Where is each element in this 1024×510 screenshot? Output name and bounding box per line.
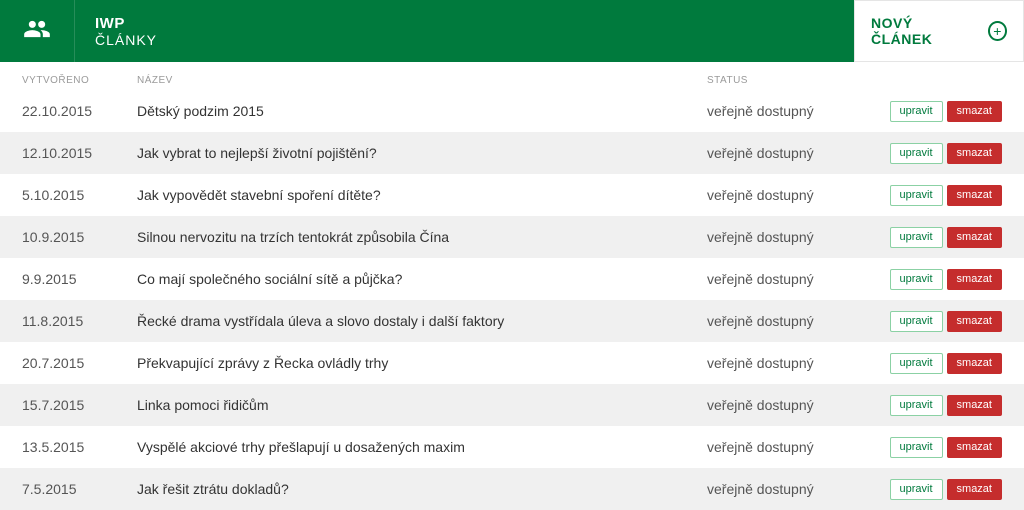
table-row: 10.9.2015Silnou nervozitu na trzích tent… — [0, 216, 1024, 258]
table-row: 20.7.2015Překvapující zprávy z Řecka ovl… — [0, 342, 1024, 384]
cell-title: Silnou nervozitu na trzích tentokrát způ… — [137, 229, 707, 245]
cell-date: 20.7.2015 — [22, 355, 137, 371]
header-title-box: IWP ČLÁNKY — [75, 0, 854, 62]
cell-actions: upravitsmazat — [872, 479, 1002, 500]
cell-date: 5.10.2015 — [22, 187, 137, 203]
cell-status: veřejně dostupný — [707, 103, 872, 119]
delete-button[interactable]: smazat — [947, 269, 1002, 290]
cell-title: Překvapující zprávy z Řecka ovládly trhy — [137, 355, 707, 371]
delete-button[interactable]: smazat — [947, 311, 1002, 332]
cell-date: 12.10.2015 — [22, 145, 137, 161]
edit-button[interactable]: upravit — [890, 311, 943, 332]
cell-date: 10.9.2015 — [22, 229, 137, 245]
cell-title: Řecké drama vystřídala úleva a slovo dos… — [137, 313, 707, 329]
edit-button[interactable]: upravit — [890, 353, 943, 374]
delete-button[interactable]: smazat — [947, 353, 1002, 374]
cell-actions: upravitsmazat — [872, 353, 1002, 374]
cell-status: veřejně dostupný — [707, 187, 872, 203]
cell-status: veřejně dostupný — [707, 271, 872, 287]
cell-status: veřejně dostupný — [707, 355, 872, 371]
cell-title: Jak řešit ztrátu dokladů? — [137, 481, 707, 497]
cell-title: Dětský podzim 2015 — [137, 103, 707, 119]
brand-label: IWP — [95, 15, 854, 32]
delete-button[interactable]: smazat — [947, 227, 1002, 248]
cell-actions: upravitsmazat — [872, 143, 1002, 164]
cell-status: veřejně dostupný — [707, 313, 872, 329]
table-row: 12.10.2015Jak vybrat to nejlepší životní… — [0, 132, 1024, 174]
article-rows: 22.10.2015Dětský podzim 2015veřejně dost… — [0, 90, 1024, 510]
cell-actions: upravitsmazat — [872, 101, 1002, 122]
section-label: ČLÁNKY — [95, 32, 854, 48]
table-row: 9.9.2015Co mají společného sociální sítě… — [0, 258, 1024, 300]
cell-title: Co mají společného sociální sítě a půjčk… — [137, 271, 707, 287]
cell-date: 13.5.2015 — [22, 439, 137, 455]
edit-button[interactable]: upravit — [890, 143, 943, 164]
col-title: NÁZEV — [137, 75, 707, 86]
column-headers: VYTVOŘENO NÁZEV STATUS — [0, 62, 1024, 90]
table-row: 15.7.2015Linka pomoci řidičůmveřejně dos… — [0, 384, 1024, 426]
edit-button[interactable]: upravit — [890, 185, 943, 206]
plus-icon: + — [988, 21, 1007, 41]
edit-button[interactable]: upravit — [890, 227, 943, 248]
cell-status: veřejně dostupný — [707, 145, 872, 161]
cell-date: 22.10.2015 — [22, 103, 137, 119]
table-row: 7.5.2015Jak řešit ztrátu dokladů?veřejně… — [0, 468, 1024, 510]
delete-button[interactable]: smazat — [947, 395, 1002, 416]
table-row: 5.10.2015Jak vypovědět stavební spoření … — [0, 174, 1024, 216]
cell-actions: upravitsmazat — [872, 437, 1002, 458]
group-icon — [23, 15, 51, 48]
cell-date: 15.7.2015 — [22, 397, 137, 413]
cell-actions: upravitsmazat — [872, 185, 1002, 206]
cell-status: veřejně dostupný — [707, 439, 872, 455]
cell-actions: upravitsmazat — [872, 395, 1002, 416]
cell-title: Vyspělé akciové trhy přešlapují u dosaže… — [137, 439, 707, 455]
new-article-label: NOVÝ ČLÁNEK — [871, 15, 974, 47]
col-created: VYTVOŘENO — [22, 75, 137, 86]
cell-actions: upravitsmazat — [872, 227, 1002, 248]
cell-actions: upravitsmazat — [872, 269, 1002, 290]
cell-date: 7.5.2015 — [22, 481, 137, 497]
delete-button[interactable]: smazat — [947, 143, 1002, 164]
edit-button[interactable]: upravit — [890, 437, 943, 458]
edit-button[interactable]: upravit — [890, 395, 943, 416]
header-icon-box — [0, 0, 75, 62]
edit-button[interactable]: upravit — [890, 479, 943, 500]
delete-button[interactable]: smazat — [947, 185, 1002, 206]
table-row: 11.8.2015Řecké drama vystřídala úleva a … — [0, 300, 1024, 342]
delete-button[interactable]: smazat — [947, 437, 1002, 458]
cell-date: 11.8.2015 — [22, 313, 137, 329]
cell-title: Jak vypovědět stavební spoření dítěte? — [137, 187, 707, 203]
delete-button[interactable]: smazat — [947, 101, 1002, 122]
page-header: IWP ČLÁNKY NOVÝ ČLÁNEK + — [0, 0, 1024, 62]
col-status: STATUS — [707, 75, 872, 86]
table-row: 22.10.2015Dětský podzim 2015veřejně dost… — [0, 90, 1024, 132]
cell-actions: upravitsmazat — [872, 311, 1002, 332]
cell-title: Jak vybrat to nejlepší životní pojištění… — [137, 145, 707, 161]
cell-status: veřejně dostupný — [707, 481, 872, 497]
table-row: 13.5.2015Vyspělé akciové trhy přešlapují… — [0, 426, 1024, 468]
cell-status: veřejně dostupný — [707, 397, 872, 413]
edit-button[interactable]: upravit — [890, 101, 943, 122]
edit-button[interactable]: upravit — [890, 269, 943, 290]
cell-title: Linka pomoci řidičům — [137, 397, 707, 413]
new-article-button[interactable]: NOVÝ ČLÁNEK + — [854, 0, 1024, 62]
cell-status: veřejně dostupný — [707, 229, 872, 245]
cell-date: 9.9.2015 — [22, 271, 137, 287]
delete-button[interactable]: smazat — [947, 479, 1002, 500]
